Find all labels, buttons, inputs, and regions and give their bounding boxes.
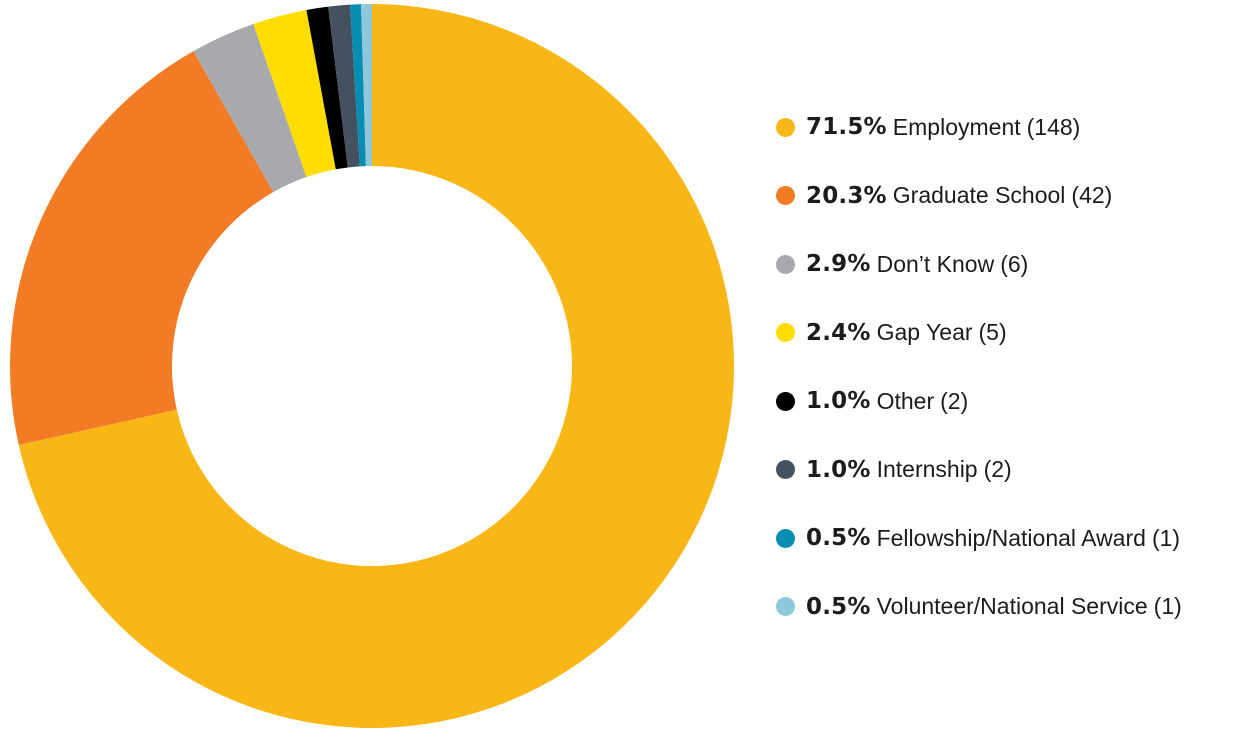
legend-label-graduate-school: Graduate School	[892, 182, 1066, 208]
legend-item-fellowship-national-award: 0.5% Fellowship/National Award (1)	[776, 515, 1182, 561]
donut-slice-other	[306, 6, 348, 170]
legend-item-graduate-school: 20.3% Graduate School (42)	[776, 173, 1182, 219]
legend-percent-volunteer-national-service: 0.5%	[806, 593, 871, 620]
legend-item-volunteer-national-service: 0.5% Volunteer/National Service (1)	[776, 584, 1182, 630]
legend-percent-internship: 1.0%	[806, 456, 871, 483]
legend-percent-fellowship-national-award: 0.5%	[806, 525, 871, 551]
legend-count-employment: (148)	[1026, 113, 1081, 140]
legend-count-other: (2)	[940, 387, 969, 414]
legend-count-volunteer-national-service: (1)	[1153, 593, 1182, 619]
legend-count-dont-know: (6)	[1000, 250, 1029, 277]
legend-swatch-gap-year	[776, 323, 795, 342]
donut-slice-internship	[328, 4, 360, 168]
legend-item-dont-know: 2.9% Don’t Know (6)	[776, 241, 1182, 287]
donut-slice-fellowship-national-award	[350, 4, 366, 167]
legend-label-dont-know: Don’t Know	[876, 250, 995, 277]
donut-slice-volunteer-national-service	[361, 4, 372, 167]
legend-percent-graduate-school: 20.3%	[806, 182, 887, 209]
legend-item-other: 1.0% Other (2)	[776, 378, 1182, 424]
legend-swatch-other	[776, 391, 795, 411]
legend-percent-other: 1.0%	[806, 388, 871, 414]
legend-count-graduate-school: (42)	[1071, 182, 1113, 208]
donut-slice-don-t-know	[193, 23, 307, 193]
legend-count-internship: (2)	[983, 456, 1012, 482]
legend-label-gap-year: Gap Year	[876, 319, 973, 345]
legend-swatch-volunteer-national-service	[776, 597, 795, 616]
legend-percent-employment: 71.5%	[806, 114, 887, 140]
legend-label-other: Other	[876, 387, 935, 414]
legend-swatch-fellowship-national-award	[776, 528, 795, 548]
legend-label-employment: Employment	[892, 113, 1021, 140]
donut-slice-employment	[18, 4, 735, 728]
legend-item-gap-year: 2.4% Gap Year (5)	[776, 310, 1182, 356]
legend-swatch-employment	[776, 117, 795, 137]
donut-slice-gap-year	[253, 9, 336, 178]
legend-percent-gap-year: 2.4%	[806, 319, 871, 346]
legend-item-employment: 71.5% Employment (148)	[776, 104, 1182, 150]
legend-swatch-internship	[776, 460, 795, 479]
legend-item-internship: 1.0% Internship (2)	[776, 447, 1182, 493]
legend-percent-dont-know: 2.9%	[806, 251, 871, 277]
legend-swatch-dont-know	[776, 254, 795, 274]
donut-slice-graduate-school	[10, 51, 274, 446]
legend-count-fellowship-national-award: (1)	[1151, 524, 1181, 551]
legend-label-volunteer-national-service: Volunteer/National Service	[876, 593, 1148, 619]
chart-legend: 71.5% Employment (148) 20.3% Graduate Sc…	[776, 104, 1182, 652]
legend-label-internship: Internship	[876, 456, 978, 482]
legend-label-fellowship-national-award: Fellowship/National Award	[876, 524, 1146, 551]
legend-swatch-graduate-school	[776, 186, 795, 205]
legend-count-gap-year: (5)	[978, 319, 1007, 345]
donut-chart	[10, 4, 735, 728]
